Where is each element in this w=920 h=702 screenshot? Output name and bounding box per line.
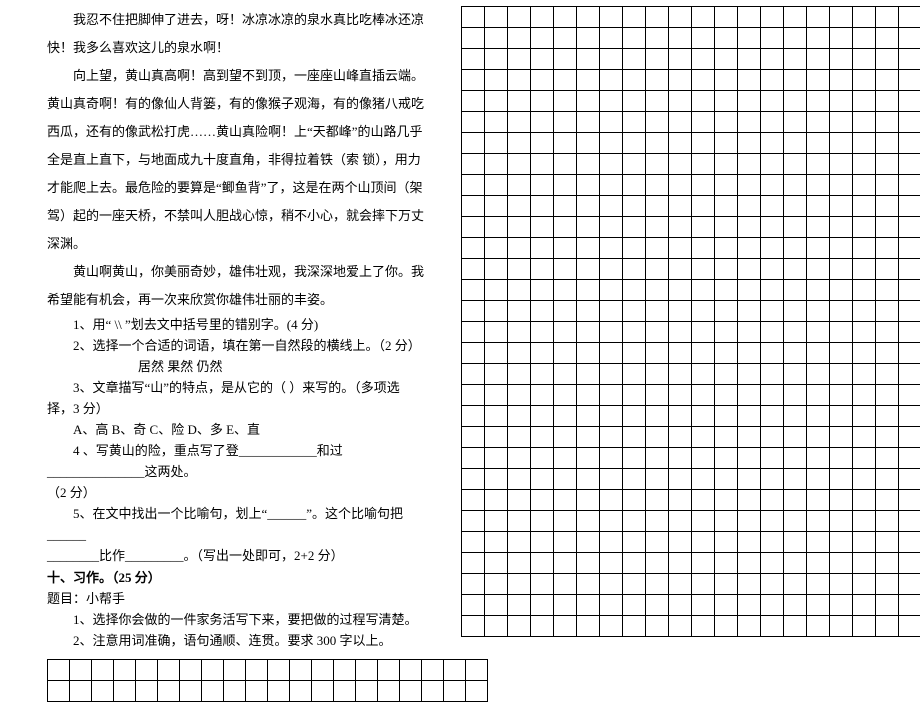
right-column	[445, 0, 920, 640]
question-5-line-a: 5、在文中找出一个比喻句，划上“______”。这个比喻句把______	[47, 503, 429, 545]
writing-req-2: 2、注意用词准确，语句通顺、连贯。要求 300 字以上。	[47, 630, 429, 651]
question-1: 1、用“ \\ ”划去文中括号里的错别字。(4 分)	[47, 314, 429, 335]
question-3-line-b: 择，3 分）	[47, 398, 429, 419]
left-column: 我忍不住把脚伸了进去，呀！冰凉冰凉的泉水真比吃棒冰还凉快！我多么喜欢这儿的泉水啊…	[0, 0, 445, 640]
writing-req-1: 1、选择你会做的一件家务活写下来，要把做的过程写清楚。	[47, 609, 429, 630]
writing-grid-right	[461, 6, 920, 637]
question-4-line-b: （2 分）	[47, 482, 429, 503]
question-2-options: 居然 果然 仍然	[47, 356, 429, 377]
passage-paragraph-3: 黄山啊黄山，你美丽奇妙，雄伟壮观，我深深地爱上了你。我希望能有机会，再一次来欣赏…	[47, 258, 429, 314]
question-list: 1、用“ \\ ”划去文中括号里的错别字。(4 分) 2、选择一个合适的词语，填…	[47, 314, 429, 566]
question-3-line-a: 3、文章描写“山”的特点，是从它的（ ）来写的。（多项选	[47, 377, 429, 398]
question-3-options: A、高 B、奇 C、险 D、多 E、直	[47, 419, 429, 440]
question-4-line-a: 4 、写黄山的险，重点写了登____________和过____________…	[47, 440, 429, 482]
writing-title-line: 题目：小帮手	[47, 588, 429, 609]
question-5-line-b: ________比作_________。（写出一处即可，2+2 分）	[47, 545, 429, 566]
passage-paragraph-1: 我忍不住把脚伸了进去，呀！冰凉冰凉的泉水真比吃棒冰还凉快！我多么喜欢这儿的泉水啊…	[47, 6, 429, 62]
question-2: 2、选择一个合适的词语，填在第一自然段的横线上。（2 分）	[47, 335, 429, 356]
passage-paragraph-2: 向上望，黄山真高啊！高到望不到顶，一座座山峰直插云端。黄山真奇啊！有的像仙人背篓…	[47, 62, 429, 258]
writing-heading: 十、习作。（25 分）	[47, 567, 429, 588]
writing-grid-left	[47, 659, 488, 702]
